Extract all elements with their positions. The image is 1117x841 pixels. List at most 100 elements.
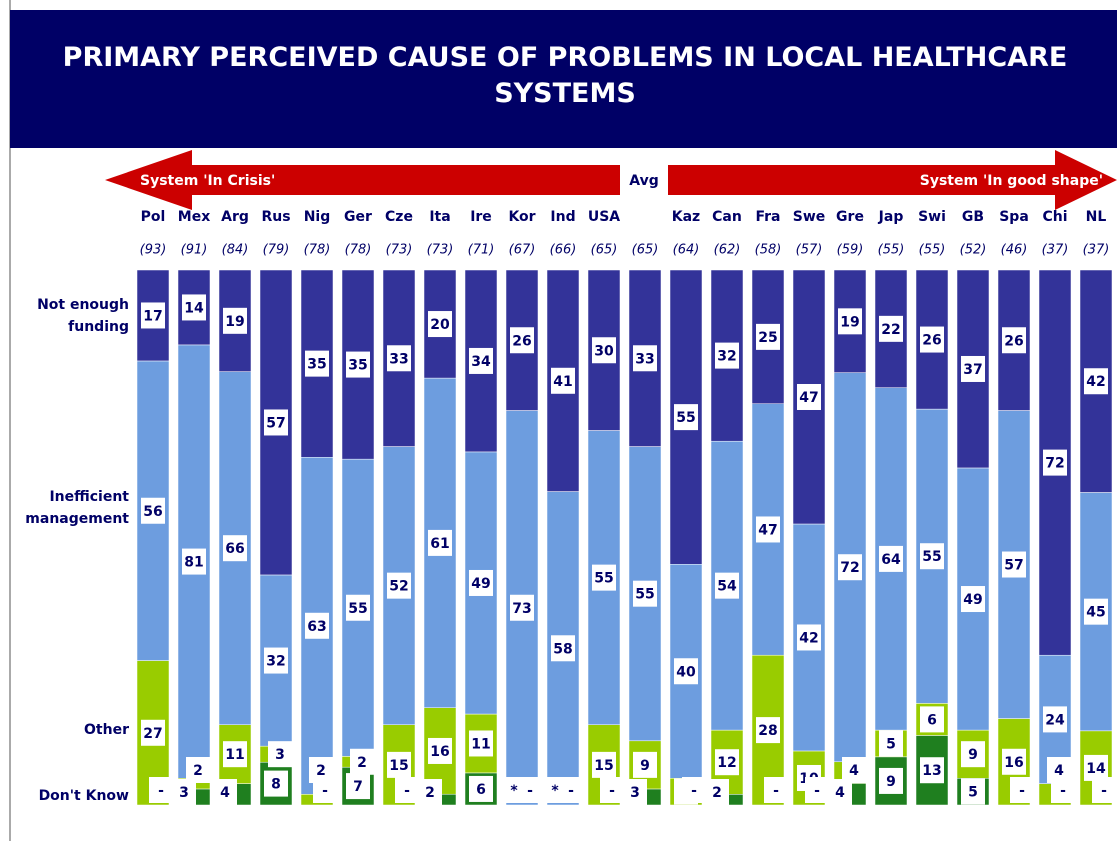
score-label: (66) [550, 243, 577, 258]
label-box [592, 337, 616, 364]
label-box [715, 342, 739, 369]
label-box [1084, 598, 1108, 625]
crisis-arrow [105, 150, 620, 210]
data-label: 34 [471, 354, 491, 370]
data-label: * [551, 783, 559, 799]
data-label: 27 [143, 726, 162, 742]
data-label: 41 [553, 374, 572, 390]
label-box [682, 777, 706, 803]
score-label: (37) [1083, 243, 1110, 258]
label-box [469, 569, 493, 596]
data-label: 81 [184, 555, 203, 571]
label-box [346, 594, 370, 621]
score-label: (59) [837, 243, 864, 258]
data-label: 32 [266, 654, 285, 670]
label-box [264, 647, 288, 674]
data-label: - [691, 783, 697, 799]
score-label: (64) [673, 243, 700, 258]
data-label: 7 [353, 779, 363, 795]
label-box [838, 554, 862, 581]
score-label: (71) [468, 243, 495, 258]
data-label: 45 [1086, 605, 1105, 621]
score-label: (84) [222, 243, 249, 258]
data-label: 6 [476, 782, 486, 798]
x-tick-label: Arg [221, 209, 249, 225]
x-tick-label: Chi [1042, 209, 1067, 225]
label-box [1051, 777, 1075, 803]
chart-title: PRIMARY PERCEIVED CAUSE OF PROBLEMS IN L… [62, 42, 1068, 109]
label-box [469, 347, 493, 374]
label-box [838, 308, 862, 335]
label-box [961, 586, 985, 613]
label-box [387, 572, 411, 599]
data-label: 35 [348, 358, 367, 374]
label-box [1043, 706, 1067, 733]
score-label: (57) [796, 243, 823, 258]
x-tick-label: Jap [878, 209, 904, 225]
data-label: 11 [225, 747, 244, 763]
label-box [1002, 551, 1026, 578]
data-label: 5 [968, 785, 978, 801]
label-box [346, 351, 370, 378]
x-tick-label: Nig [304, 209, 331, 225]
data-label: 28 [758, 723, 777, 739]
label-box [1084, 754, 1108, 781]
data-label: 2 [425, 785, 435, 801]
label-box [305, 350, 329, 377]
label-box [1002, 748, 1026, 775]
data-label: 49 [963, 592, 982, 608]
label-box [428, 529, 452, 556]
data-label: 19 [225, 314, 244, 330]
data-label: 19 [840, 314, 859, 330]
x-tick-label: Kor [508, 209, 535, 225]
row-label: Don't Know [38, 788, 129, 804]
score-label: (37) [1042, 243, 1069, 258]
data-label: 2 [357, 755, 367, 771]
score-label: (62) [714, 243, 741, 258]
data-label: 22 [881, 322, 900, 338]
score-label: (67) [509, 243, 536, 258]
label-box [879, 767, 903, 794]
label-box [418, 779, 442, 805]
score-label: (73) [386, 243, 413, 258]
data-label: 63 [307, 619, 326, 635]
data-label: 57 [1004, 558, 1023, 574]
data-label: 55 [635, 587, 654, 603]
label-box [756, 323, 780, 350]
label-box [961, 741, 985, 768]
data-label: 66 [225, 541, 244, 557]
label-box [623, 779, 647, 805]
label-box [961, 778, 985, 805]
data-label: - [322, 783, 328, 799]
row-label: Not enough funding [37, 297, 129, 335]
data-label: - [527, 783, 533, 799]
label-box [518, 777, 542, 803]
x-tick-label: Pol [141, 209, 166, 225]
label-box [510, 594, 534, 621]
label-box [141, 719, 165, 746]
x-tick-label: Cze [385, 209, 413, 225]
label-box [705, 779, 729, 805]
label-box [313, 777, 337, 803]
label-box [559, 777, 583, 803]
data-label: 9 [640, 758, 650, 774]
data-label: 72 [1045, 456, 1064, 472]
x-tick-label: Rus [261, 209, 290, 225]
label-box [213, 779, 237, 805]
data-label: 20 [430, 317, 450, 333]
score-label: (58) [755, 243, 782, 258]
score-label: (93) [140, 243, 167, 258]
label-box [879, 315, 903, 342]
data-label: 54 [717, 579, 737, 595]
data-label: 3 [275, 747, 285, 763]
score-label: (78) [304, 243, 331, 258]
x-tick-label: Fra [755, 209, 780, 225]
x-tick-label: Spa [999, 209, 1029, 225]
label-box [264, 770, 288, 797]
data-label: 2 [712, 785, 722, 801]
label-box [920, 706, 944, 733]
data-label: - [1060, 783, 1066, 799]
data-label: 5 [886, 736, 896, 752]
label-box [1084, 368, 1108, 395]
